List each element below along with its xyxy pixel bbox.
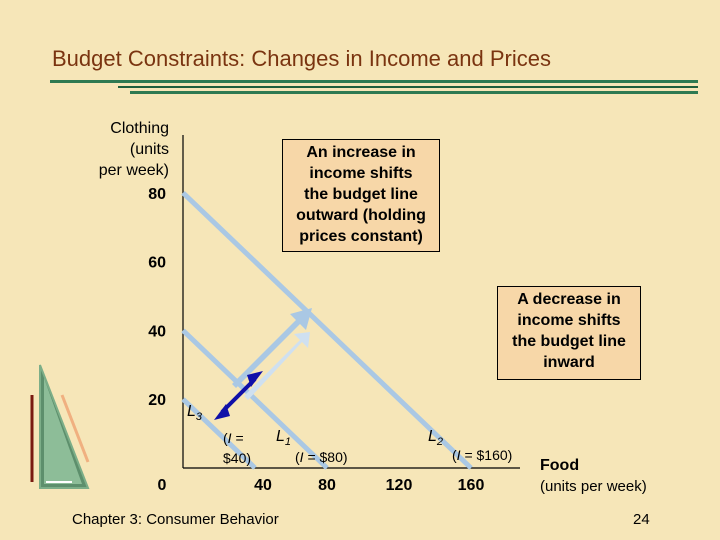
income-label-part: = [232, 430, 244, 446]
x-tick-label: 80 [318, 477, 336, 494]
outward-shift-arrow-body [244, 332, 310, 400]
x-axis-label-sub: (units per week) [540, 478, 647, 495]
footer-chapter: Chapter 3: Consumer Behavior [72, 511, 279, 528]
callout-increase-line: An increase in [306, 144, 416, 161]
callout-increase-line: income shifts [309, 165, 413, 182]
page-title: Budget Constraints: Changes in Income an… [52, 46, 551, 71]
x-tick-label: 40 [254, 477, 272, 494]
income-label-l1: (I = $80) [295, 449, 348, 465]
y-tick-label: 80 [148, 186, 166, 203]
x-tick-label: 120 [386, 477, 413, 494]
income-label-l3-cont: $40) [223, 450, 251, 466]
series-label-letter: L [276, 428, 285, 445]
y-tick-label: 60 [148, 255, 166, 272]
y-tick-label: 20 [148, 392, 166, 409]
series-label-subscript: 3 [196, 411, 203, 423]
x-axis-label: Food (units per week) [540, 455, 647, 497]
budget-line-l2 [181, 190, 473, 470]
budget-line-l1 [181, 328, 329, 470]
income-label-part: = $80) [304, 449, 348, 465]
income-label-part: $40) [223, 450, 251, 466]
callout-decrease-line: the budget line [512, 333, 626, 350]
title-rule-top [50, 80, 698, 83]
series-label-subscript: 1 [285, 436, 291, 448]
callout-increase: An increase in income shifts the budget … [282, 139, 440, 252]
y-tick-label: 40 [148, 323, 166, 340]
income-label-l2: (I = $160) [452, 447, 512, 463]
x-tick-label: 160 [458, 477, 485, 494]
inward-shift-arrowhead [214, 404, 230, 420]
series-label-letter: L [187, 403, 196, 420]
title-rule-middle [118, 86, 698, 88]
series-label-letter: L [428, 428, 437, 445]
series-label-l3: L3 [187, 403, 203, 423]
outward-shift-arrow [232, 308, 312, 388]
series-label-subscript: 2 [436, 436, 443, 448]
callout-increase-line: outward (holding [296, 207, 426, 224]
x-axis-label-main: Food [540, 457, 580, 474]
title-rule-bottom [130, 91, 698, 94]
series-label-l2: L2 [428, 428, 443, 448]
y-axis-label-line: Clothing [110, 120, 169, 137]
inward-shift-arrowhead-top [247, 371, 263, 387]
y-axis-label-line: (units [129, 141, 169, 158]
y-axis-label: Clothing (units per week) [99, 118, 169, 181]
callout-increase-line: the budget line [304, 186, 418, 203]
x-tick-label: 0 [158, 477, 167, 494]
callout-decrease-line: inward [543, 354, 595, 371]
income-label-part: I [457, 447, 461, 463]
income-label-part: ( [223, 430, 228, 446]
income-label-part: I [228, 430, 232, 446]
callout-increase-line: prices constant) [299, 228, 423, 245]
y-axis-label-line: per week) [98, 162, 169, 179]
budget-line-l3 [181, 397, 257, 470]
income-label-part: ( [452, 447, 457, 463]
inward-shift-arrow [220, 377, 257, 414]
income-label-l3: (I = [223, 430, 244, 446]
footer-page-number: 24 [633, 511, 650, 528]
callout-decrease-line: income shifts [517, 312, 621, 329]
series-label-l1: L1 [276, 428, 291, 448]
callout-decrease-line: A decrease in [517, 291, 621, 308]
decorative-triangle [30, 364, 90, 489]
callout-decrease: A decrease in income shifts the budget l… [497, 286, 641, 380]
income-label-part: ( [295, 449, 300, 465]
income-label-part: = $160) [461, 447, 513, 463]
income-label-part: I [300, 449, 304, 465]
